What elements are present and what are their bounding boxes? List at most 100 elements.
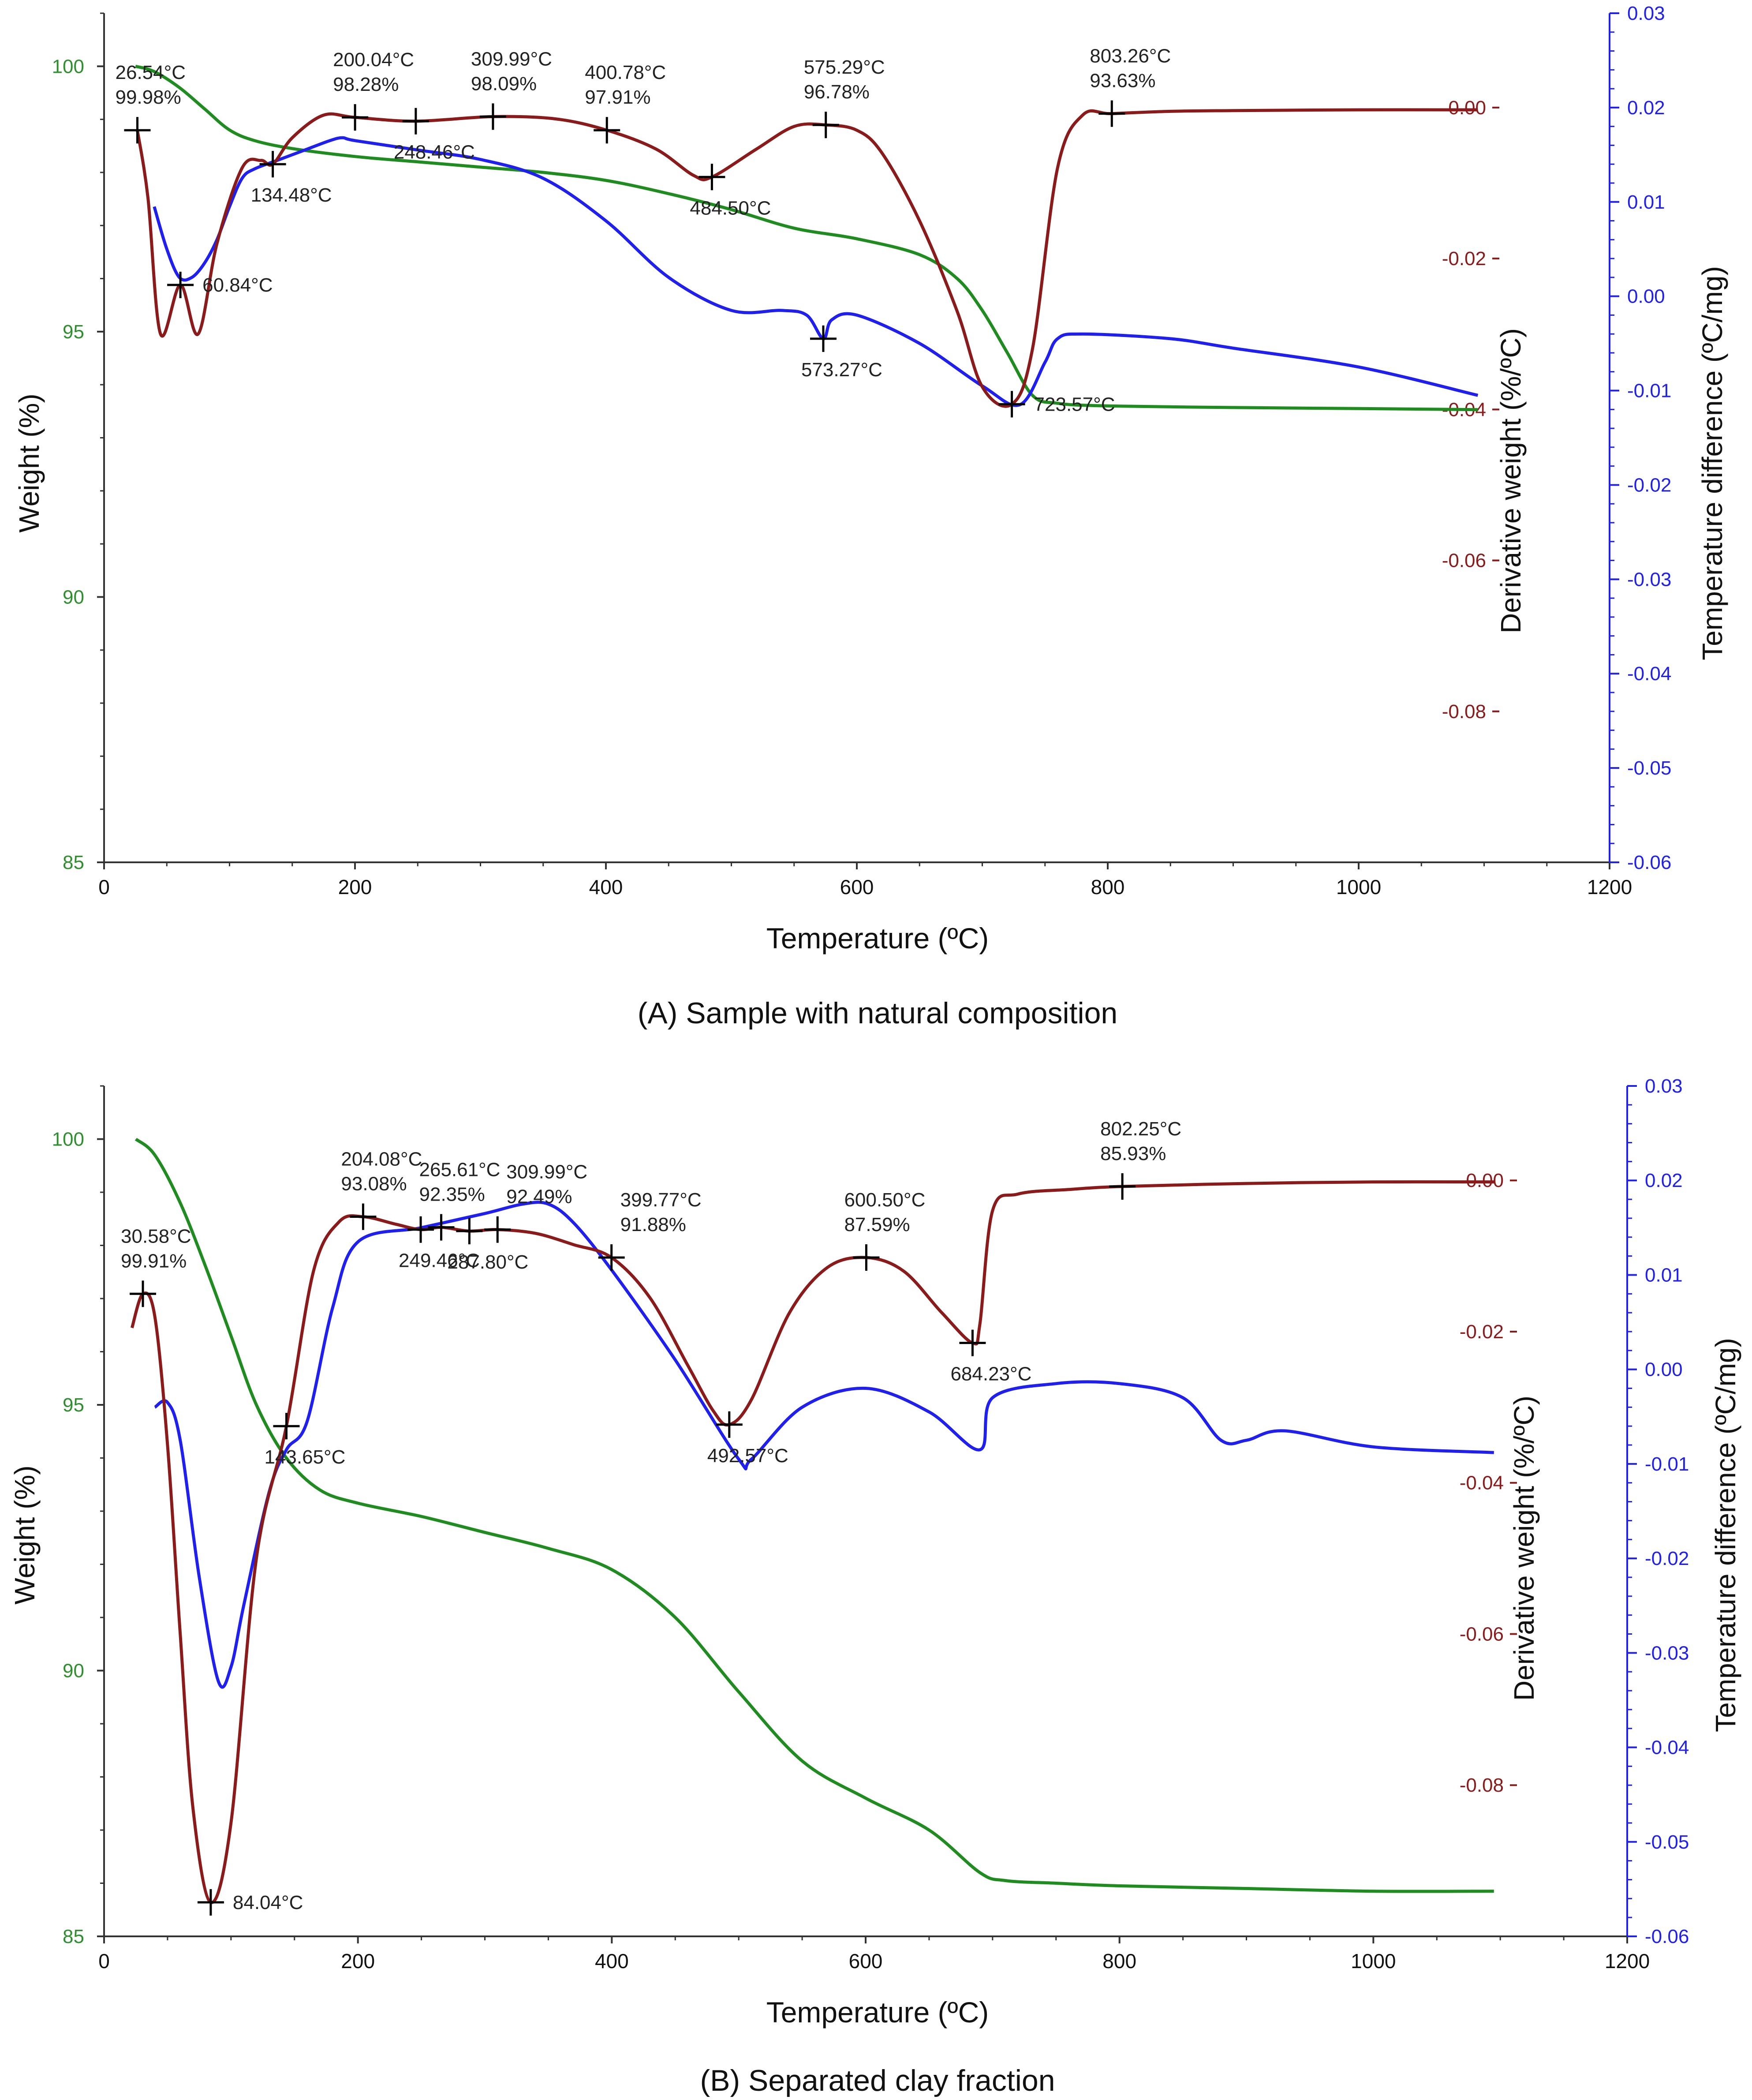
dta-tick-label: -0.02 bbox=[1645, 1548, 1689, 1569]
x-tick-label: 0 bbox=[98, 876, 110, 898]
panel-b-weight-line bbox=[134, 1138, 1494, 1893]
panel-a-weight-label: Weight (%) bbox=[13, 393, 45, 532]
peak-label-line: 84.04°C bbox=[233, 1892, 303, 1913]
panel-a-dta-label: Temperature difference (ºC/mg) bbox=[1696, 266, 1728, 660]
panel-b-derivative-label: Derivative weight (%/ºC) bbox=[1508, 1396, 1540, 1701]
peak-label-line: 143.65°C bbox=[264, 1446, 345, 1468]
peak-label-line: 98.28% bbox=[333, 74, 399, 95]
peak-label-line: 85.93% bbox=[1100, 1143, 1166, 1164]
peak-label-line: 248.46°C bbox=[394, 142, 475, 163]
peak-label: 287.80°C bbox=[447, 1251, 528, 1273]
peak-label: 204.08°C 93.08% bbox=[341, 1148, 422, 1194]
peak-label-line: 684.23°C bbox=[950, 1363, 1031, 1385]
dta-tick-label: -0.05 bbox=[1645, 1831, 1689, 1853]
peak-label-line: 134.48°C bbox=[251, 184, 332, 206]
dta-tick-label: -0.01 bbox=[1627, 380, 1671, 402]
peak-label: 492.57°C bbox=[707, 1445, 788, 1467]
dta-tick-label: 0.01 bbox=[1645, 1264, 1683, 1286]
dta-tick-label: -0.02 bbox=[1627, 474, 1671, 496]
panel-a-derivative-axis: -0.08-0.06-0.04-0.020.00 bbox=[1442, 97, 1499, 722]
weight-tick-label: 100 bbox=[52, 1129, 84, 1150]
derivative-tick-label: 0.00 bbox=[1448, 97, 1486, 119]
derivative-tick-label: -0.08 bbox=[1442, 701, 1486, 722]
dta-tick-label: -0.03 bbox=[1627, 569, 1671, 590]
peak-label-line: 204.08°C bbox=[341, 1148, 422, 1170]
peak-label-line: 96.78% bbox=[804, 81, 870, 103]
peak-label: 400.78°C 97.91% bbox=[585, 62, 666, 108]
x-tick-label: 800 bbox=[1102, 1950, 1136, 1973]
peak-label-line: 249.46°C bbox=[399, 1250, 480, 1272]
peak-label-line: 309.99°C bbox=[506, 1161, 587, 1183]
panel-a-weight-axis: 85 90 95 100 bbox=[52, 12, 104, 873]
panel-a-dta-line bbox=[153, 136, 1479, 407]
dta-tick-label: 0.01 bbox=[1627, 191, 1665, 213]
x-tick-label: 800 bbox=[1091, 876, 1125, 898]
peak-label-line: 400.78°C bbox=[585, 62, 666, 83]
dta-tick-label: -0.04 bbox=[1627, 663, 1671, 685]
derivative-tick-label: -0.02 bbox=[1442, 248, 1486, 270]
peak-label-line: 200.04°C bbox=[333, 49, 414, 71]
peak-label: 684.23°C bbox=[950, 1363, 1031, 1385]
weight-tick-label: 95 bbox=[63, 321, 84, 343]
panel-b: 0 200 400 600 800 1000 1200 85 90 95 100 -0.08 -0.… bbox=[9, 1075, 1741, 2097]
peak-label-line: 802.25°C bbox=[1100, 1118, 1181, 1140]
derivative-tick-label: -0.06 bbox=[1460, 1623, 1504, 1645]
weight-tick-label: 85 bbox=[63, 1926, 84, 1947]
peak-label: 399.77°C 91.88% bbox=[620, 1189, 702, 1235]
x-tick-label: 1000 bbox=[1336, 876, 1381, 898]
x-tick-label: 1200 bbox=[1605, 1950, 1650, 1973]
derivative-tick-label: -0.04 bbox=[1460, 1472, 1504, 1494]
peak-label-line: 60.84°C bbox=[202, 274, 273, 296]
peak-label: 248.46°C bbox=[394, 142, 475, 163]
peak-label-line: 399.77°C bbox=[620, 1189, 702, 1211]
panel-a-caption: (A) Sample with natural composition bbox=[638, 996, 1117, 1030]
panel-b-weight-label: Weight (%) bbox=[9, 1465, 41, 1604]
peak-label: 30.58°C 99.91% bbox=[121, 1225, 191, 1272]
peak-label-line: 99.91% bbox=[121, 1250, 187, 1272]
x-tick-label: 200 bbox=[338, 876, 372, 898]
peak-label-line: 93.08% bbox=[341, 1173, 407, 1194]
panel-b-caption: (B) Separated clay fraction bbox=[700, 2064, 1055, 2097]
x-tick-label: 200 bbox=[341, 1950, 375, 1973]
panel-b-dta-label: Temperature difference (ºC/mg) bbox=[1710, 1338, 1741, 1732]
x-tick-label: 600 bbox=[849, 1950, 883, 1973]
peak-label: 802.25°C 85.93% bbox=[1100, 1118, 1181, 1164]
peak-label: 134.48°C bbox=[251, 184, 332, 206]
panel-a-derivative-label: Derivative weight (%/ºC) bbox=[1495, 328, 1527, 633]
x-tick-label: 1000 bbox=[1351, 1950, 1396, 1973]
panel-a-peak-markers: 26.54°C 99.98% 60.84°C 134.48°C 200.04°C 98.2… bbox=[116, 45, 1171, 418]
peak-label-line: 287.80°C bbox=[447, 1251, 528, 1273]
weight-tick-label: 95 bbox=[63, 1394, 84, 1416]
weight-tick-label: 100 bbox=[52, 56, 84, 77]
dta-tick-label: -0.06 bbox=[1645, 1926, 1689, 1947]
peak-label: 600.50°C 87.59% bbox=[844, 1189, 925, 1235]
x-tick-label: 400 bbox=[595, 1950, 629, 1973]
derivative-tick-label: -0.06 bbox=[1442, 550, 1486, 572]
peak-label-line: 600.50°C bbox=[844, 1189, 925, 1211]
panel-b-x-axis: 0 200 400 600 800 1000 1200 bbox=[98, 1936, 1650, 1973]
dta-tick-label: -0.01 bbox=[1645, 1453, 1689, 1475]
peak-label-line: 573.27°C bbox=[801, 359, 882, 381]
peak-label: 484.50°C bbox=[690, 197, 771, 219]
weight-tick-label: 90 bbox=[63, 586, 84, 608]
peak-label-line: 803.26°C bbox=[1090, 45, 1171, 67]
peak-label-line: 484.50°C bbox=[690, 197, 771, 219]
peak-label-line: 492.57°C bbox=[707, 1445, 788, 1467]
panel-b-weight-axis: 85 90 95 100 bbox=[52, 1085, 104, 1947]
dta-tick-label: 0.02 bbox=[1645, 1170, 1683, 1191]
dta-tick-label: 0.00 bbox=[1645, 1359, 1683, 1381]
peak-label: 265.61°C 92.35% bbox=[419, 1159, 501, 1205]
panel-a-xlabel: Temperature (ºC) bbox=[766, 922, 989, 955]
dta-tick-label: 0.03 bbox=[1645, 1075, 1683, 1097]
panel-a-dta-axis: -0.06 -0.05 -0.04 -0.03 -0.02 -0.01 0.00 0.01 0.… bbox=[1610, 3, 1671, 873]
peak-label-line: 309.99°C bbox=[471, 48, 552, 70]
peak-label: 575.29°C 96.78% bbox=[804, 56, 885, 103]
panel-b-peak-markers: 30.58°C 99.91% 84.04°C 143.65°C 204.08°C 93.0… bbox=[121, 1118, 1181, 1916]
peak-label: 249.46°C bbox=[399, 1250, 480, 1272]
peak-label-line: 91.88% bbox=[620, 1214, 686, 1235]
peak-label: 143.65°C bbox=[264, 1446, 345, 1468]
peak-label-line: 265.61°C bbox=[419, 1159, 501, 1180]
peak-label-line: 30.58°C bbox=[121, 1225, 191, 1247]
peak-label: 803.26°C 93.63% bbox=[1090, 45, 1171, 92]
